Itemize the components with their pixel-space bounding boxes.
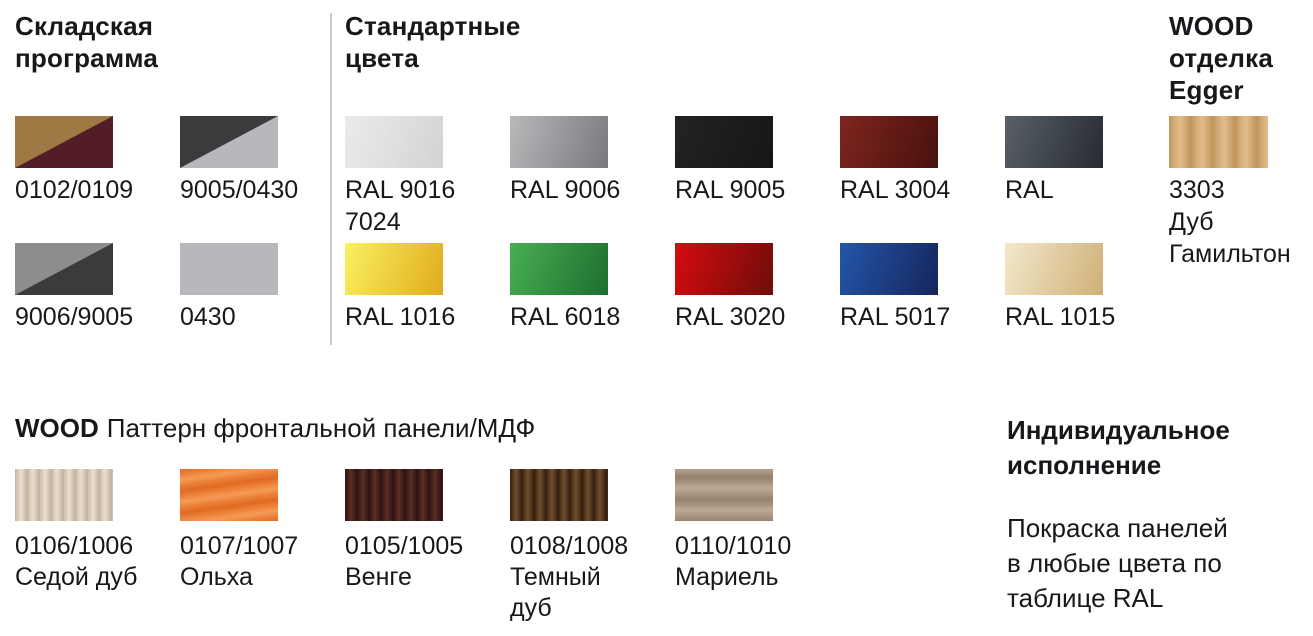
color-swatch-ral-1015	[1005, 243, 1103, 295]
color-swatch-0430	[180, 243, 278, 295]
egger-title: WOOD отделка Egger	[1169, 11, 1273, 105]
swatch-label: RAL 9016 7024	[345, 176, 456, 236]
wood-swatch-3303-oak-hamilton	[1169, 116, 1268, 168]
wood-item-0108-1008: 0108/1008 Темный дуб	[510, 469, 672, 624]
color-swatch-ral-9016	[345, 116, 443, 168]
color-swatch-9006-9005	[15, 243, 113, 295]
color-swatch-0102-0109	[15, 116, 113, 168]
standard-item-ral-9016-7024: RAL 9016 7024	[345, 116, 507, 238]
color-swatch-ral-9006	[510, 116, 608, 168]
swatch-label: RAL 3020	[675, 303, 786, 331]
standard-item-ral-6018: RAL 6018	[510, 243, 672, 333]
swatch-label: RAL 5017	[840, 303, 951, 331]
swatch-label: 9005/0430	[180, 176, 299, 204]
wood-swatch-alder	[180, 469, 278, 521]
wood-item-0107-1007: 0107/1007 Ольха	[180, 469, 342, 593]
stock-item-9006-9005: 9006/9005	[15, 243, 177, 333]
stock-item-0102-0109: 0102/0109	[15, 116, 177, 206]
swatch-label: 3303 Дуб Гамильтон	[1169, 176, 1291, 268]
standard-item-ral-9006: RAL 9006	[510, 116, 672, 206]
wood-item-0110-1010: 0110/1010 Мариель	[675, 469, 837, 593]
standard-item-ral: RAL	[1005, 116, 1167, 206]
swatch-label: RAL 9005	[675, 176, 786, 204]
wood-swatch-wenge	[345, 469, 443, 521]
color-swatch-9005-0430	[180, 116, 278, 168]
wood-swatch-dark-oak	[510, 469, 608, 521]
color-swatch-ral-6018	[510, 243, 608, 295]
wood-swatch-mariel	[675, 469, 773, 521]
standard-item-ral-9005: RAL 9005	[675, 116, 837, 206]
color-swatch-ral-1016	[345, 243, 443, 295]
color-swatch-ral-9005	[675, 116, 773, 168]
egger-item-3303: 3303 Дуб Гамильтон	[1169, 116, 1313, 270]
vertical-divider	[330, 13, 332, 345]
swatch-label: 0107/1007 Ольха	[180, 532, 299, 591]
standard-colors-title: Стандартные цвета	[345, 11, 521, 73]
swatch-label: RAL 1015	[1005, 303, 1116, 331]
standard-item-ral-1015: RAL 1015	[1005, 243, 1167, 333]
wood-item-0105-1005: 0105/1005 Венге	[345, 469, 507, 593]
stock-item-9005-0430: 9005/0430	[180, 116, 342, 206]
swatch-label: 0106/1006 Седой дуб	[15, 532, 138, 591]
swatch-label: 0430	[180, 303, 236, 331]
custom-finish-title: Индивидуальное исполнение	[1007, 415, 1230, 480]
color-swatch-ral	[1005, 116, 1103, 168]
standard-item-ral-3004: RAL 3004	[840, 116, 1002, 206]
stock-program-title: Складская программа	[15, 11, 159, 73]
color-swatch-ral-5017	[840, 243, 938, 295]
swatch-label: RAL 9006	[510, 176, 621, 204]
color-swatch-ral-3004	[840, 116, 938, 168]
swatch-label: RAL	[1005, 176, 1054, 204]
wood-item-0106-1006: 0106/1006 Седой дуб	[15, 469, 177, 593]
standard-item-ral-5017: RAL 5017	[840, 243, 1002, 333]
wood-swatch-grey-oak	[15, 469, 113, 521]
swatch-label: RAL 1016	[345, 303, 456, 331]
swatch-label: 0105/1005 Венге	[345, 532, 464, 591]
swatch-label: RAL 3004	[840, 176, 951, 204]
swatch-label: 9006/9005	[15, 303, 134, 331]
swatch-label: 0108/1008 Темный дуб	[510, 532, 629, 622]
swatch-label: 0102/0109	[15, 176, 134, 204]
color-swatch-ral-3020	[675, 243, 773, 295]
standard-item-ral-1016: RAL 1016	[345, 243, 507, 333]
standard-item-ral-3020: RAL 3020	[675, 243, 837, 333]
stock-item-0430: 0430	[180, 243, 342, 333]
wood-mdf-title: WOOD Паттерн фронтальной панели/МДФ	[15, 413, 536, 443]
swatch-label: 0110/1010 Мариель	[675, 532, 792, 591]
custom-finish-text: Покраска панелей в любые цвета по таблиц…	[1007, 513, 1228, 613]
swatch-label: RAL 6018	[510, 303, 621, 331]
